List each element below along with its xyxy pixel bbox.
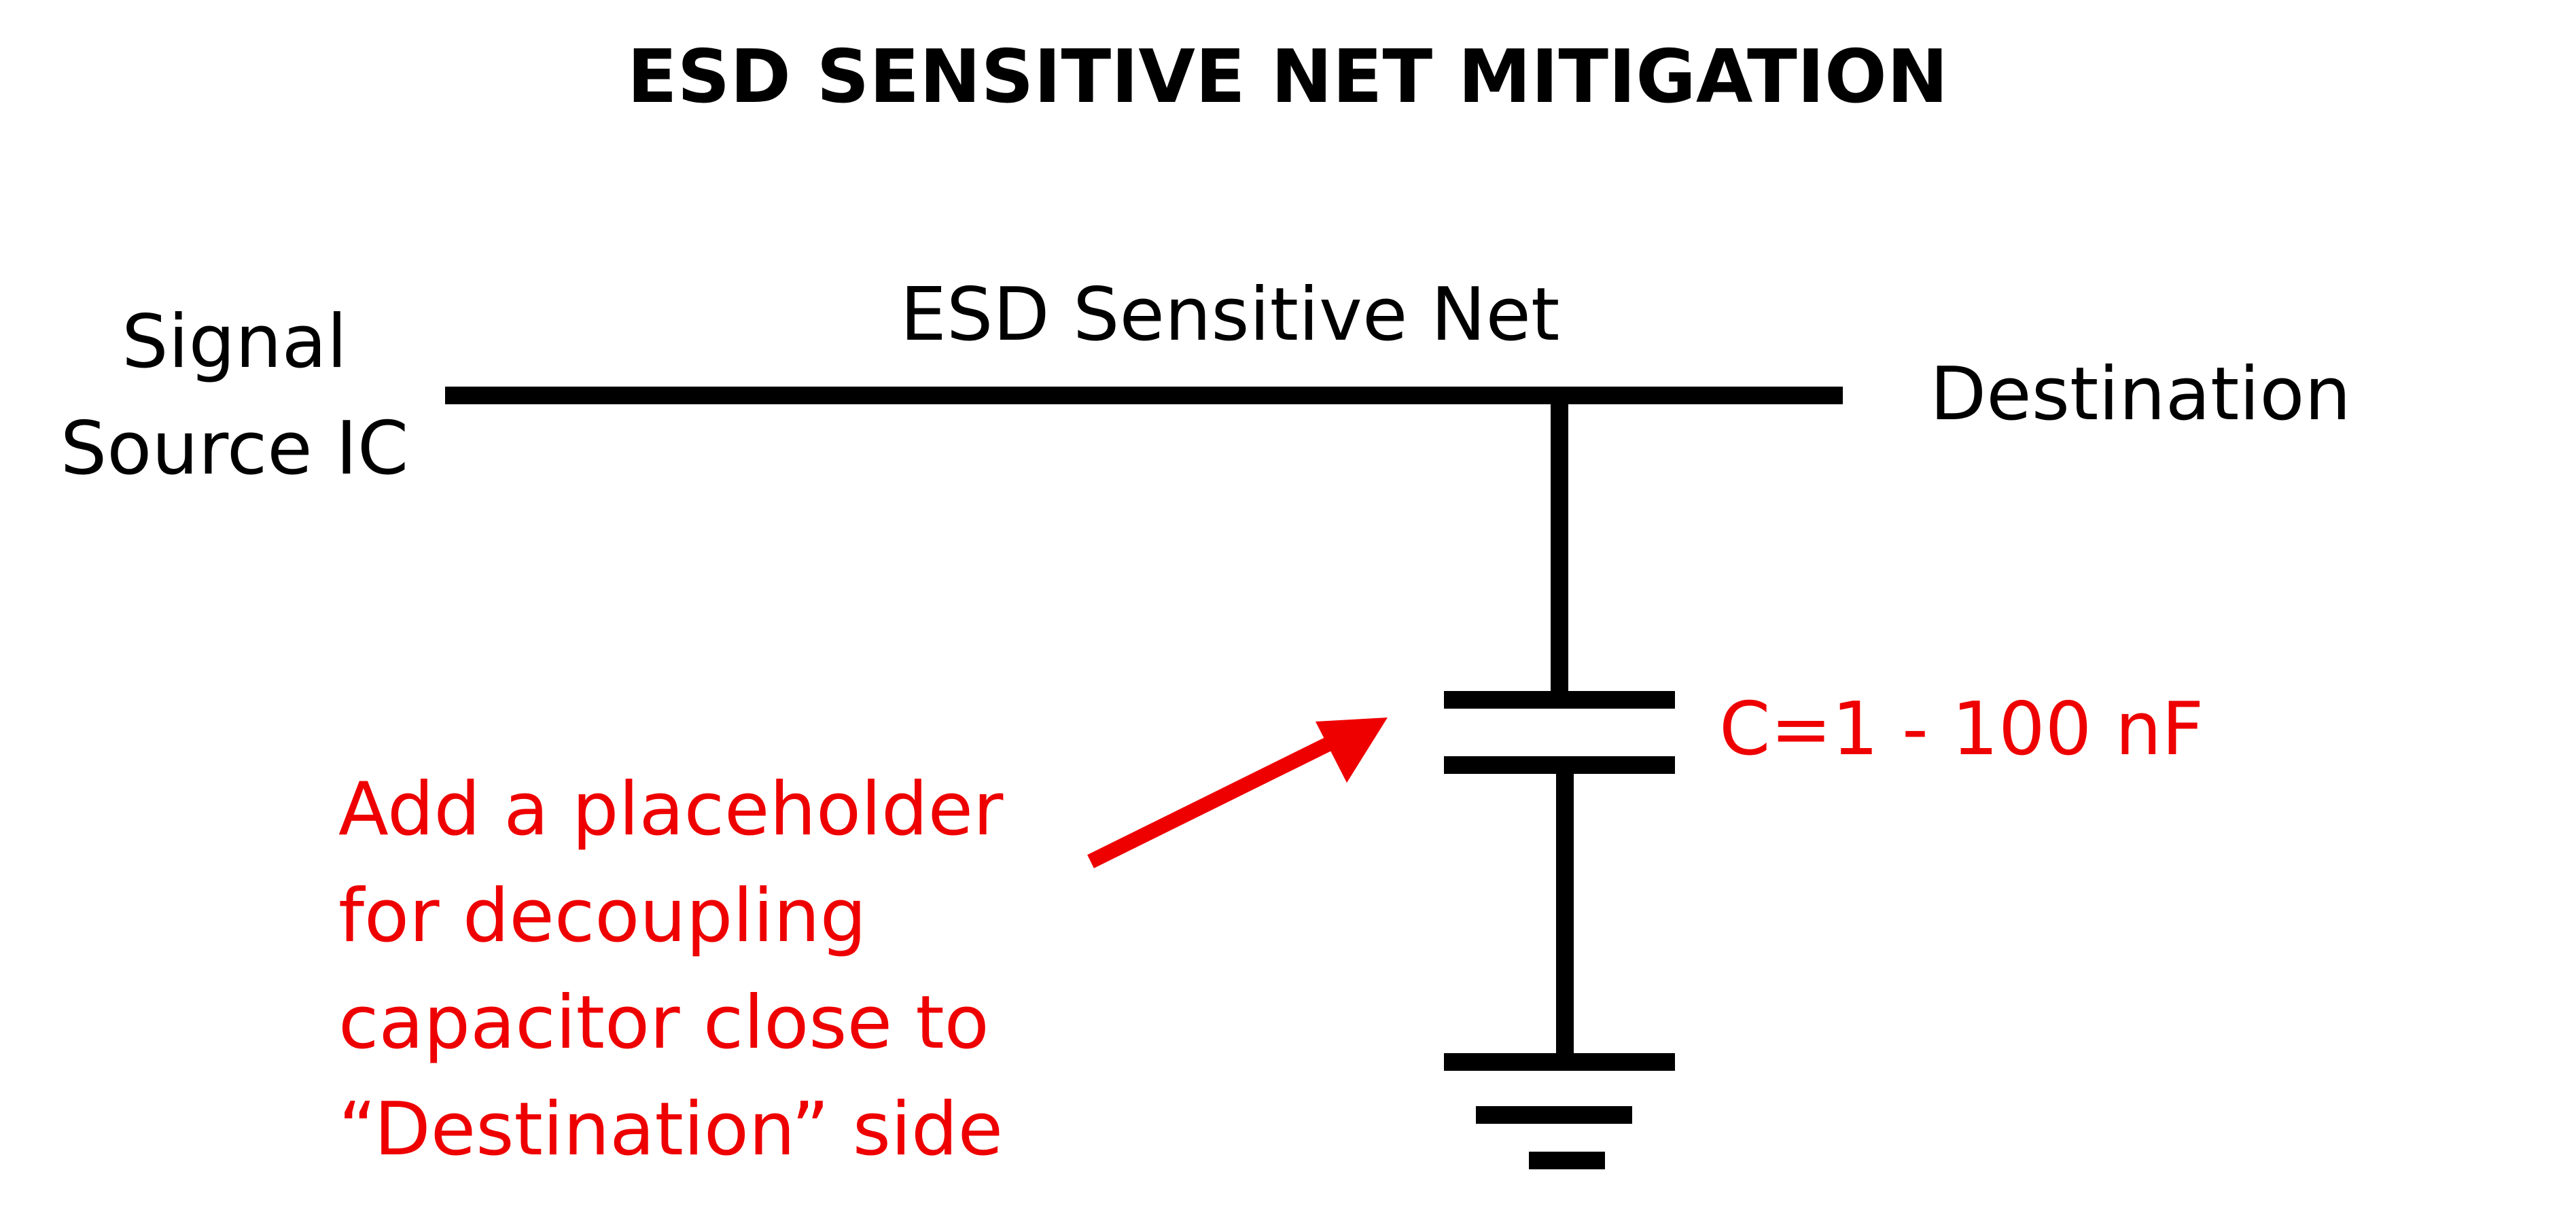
source-label-line1: Signal bbox=[122, 300, 347, 385]
net-label: ESD Sensitive Net bbox=[900, 272, 1560, 357]
annotation-line-4: “Destination” side bbox=[338, 1087, 1003, 1172]
annotation-line-2: for decoupling bbox=[338, 874, 866, 959]
destination-label: Destination bbox=[1930, 352, 2351, 437]
annotation-line-1: Add a placeholder bbox=[338, 767, 1004, 852]
annotation-line-3: capacitor close to bbox=[338, 980, 989, 1065]
source-label-line2: Source IC bbox=[60, 406, 409, 491]
annotation-arrow bbox=[1087, 717, 1388, 868]
capacitor-value-label: C=1 - 100 nF bbox=[1719, 687, 2204, 772]
annotation-text: Add a placeholder for decoupling capacit… bbox=[338, 767, 1004, 1172]
diagram-title: ESD SENSITIVE NET MITIGATION bbox=[627, 35, 1948, 120]
ground-symbol bbox=[1444, 1053, 1675, 1169]
